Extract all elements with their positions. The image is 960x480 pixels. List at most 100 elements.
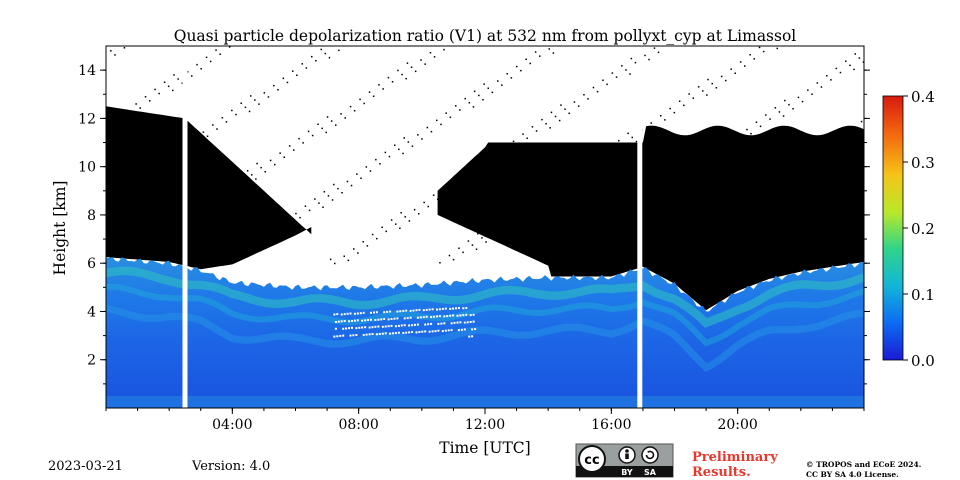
noise-dot (618, 139, 620, 142)
cloud-speckle (409, 316, 412, 319)
noise-dot (855, 132, 857, 134)
noise-dot (542, 197, 544, 200)
chart-title: Quasi particle depolarization ratio (V1)… (174, 27, 797, 45)
cloud-speckle (431, 330, 434, 333)
x-tick-label: 16:00 (591, 417, 631, 433)
noise-dot (714, 225, 717, 227)
noise-dot (694, 160, 697, 163)
noise-dot (568, 112, 570, 115)
noise-dot (611, 72, 614, 74)
noise-dot (827, 153, 829, 156)
cloud-speckle (418, 308, 421, 311)
noise-dot (589, 161, 591, 164)
cloud-speckle (425, 308, 428, 311)
noise-dot (382, 88, 384, 90)
noise-dot (567, 250, 569, 253)
noise-dot (481, 237, 483, 239)
noise-dot (418, 213, 420, 215)
noise-dot (264, 171, 266, 173)
noise-dot (369, 170, 372, 172)
cloud-speckle (436, 315, 438, 318)
noise-dot (333, 183, 335, 186)
cloud-speckle (387, 318, 390, 321)
noise-dot (470, 165, 473, 167)
cloud-region-left (106, 106, 312, 270)
noise-dot (296, 74, 298, 76)
noise-dot (857, 195, 860, 198)
noise-dot (743, 203, 745, 206)
cloud-speckle (431, 308, 434, 311)
cloud-speckle (436, 308, 438, 311)
noise-dot (622, 144, 624, 146)
noise-dot (408, 220, 411, 222)
noise-dot (468, 102, 471, 104)
noise-dot (670, 186, 672, 189)
noise-dot (305, 67, 308, 69)
noise-dot (414, 70, 417, 73)
noise-dot (586, 236, 588, 238)
noise-dot (299, 216, 301, 219)
noise-speckle (106, 46, 864, 265)
noise-dot (698, 165, 701, 167)
noise-dot (822, 149, 825, 152)
noise-dot (424, 63, 426, 65)
noise-dot (769, 118, 771, 120)
copyright-line2: CC BY SA 4.0 License. (806, 470, 899, 479)
cloud-speckle (418, 331, 421, 333)
noise-dot (851, 128, 853, 130)
noise-dot (491, 91, 494, 94)
noise-dot (648, 58, 650, 61)
noise-dot (158, 92, 160, 95)
cloud-speckle (400, 324, 403, 327)
cloud-speckle (411, 324, 414, 327)
noise-dot (279, 152, 281, 154)
noise-dot (298, 137, 300, 140)
noise-dot (830, 79, 832, 81)
noise-dot (451, 179, 454, 182)
noise-dot (603, 158, 605, 160)
noise-dot (807, 89, 809, 91)
noise-dot (804, 164, 806, 166)
noise-dot (615, 76, 618, 78)
noise-dot (590, 240, 592, 242)
noise-dot (737, 214, 740, 217)
cloud-speckle (471, 328, 474, 331)
cloud-speckle (396, 310, 399, 313)
noise-dot (231, 109, 233, 112)
colorbar-tick-label: 0.2 (911, 220, 935, 238)
noise-dot (288, 145, 291, 147)
cloud-speckle (430, 322, 433, 325)
noise-dot (782, 115, 785, 117)
noise-dot (817, 161, 820, 163)
cloud-speckle (460, 328, 463, 331)
cloud-speckle (334, 327, 337, 330)
noise-dot (642, 208, 644, 210)
noise-dot (644, 54, 646, 57)
noise-dot (462, 251, 464, 254)
cloud-speckle (472, 320, 475, 323)
noise-dot (106, 124, 109, 127)
noise-dot (257, 241, 259, 244)
noise-dot (224, 259, 227, 261)
noise-dot (133, 256, 135, 259)
noise-dot (621, 65, 623, 67)
noise-dot (245, 185, 248, 187)
cloud-speckle (365, 333, 368, 336)
noise-dot (485, 241, 487, 243)
noise-dot (583, 94, 585, 96)
noise-dot (860, 120, 863, 123)
noise-dot (151, 163, 153, 165)
noise-dot (407, 141, 410, 143)
sa-label: SA (644, 468, 657, 477)
noise-dot (587, 98, 589, 100)
noise-dot (667, 261, 669, 263)
noise-dot (154, 88, 156, 91)
noise-dot (394, 144, 396, 146)
noise-dot (384, 151, 387, 154)
noise-dot (464, 97, 466, 100)
noise-dot (599, 154, 601, 156)
noise-dot (341, 192, 343, 194)
cloud-speckle (392, 332, 394, 335)
cloud-speckle (349, 312, 352, 315)
noise-dot (385, 230, 387, 233)
